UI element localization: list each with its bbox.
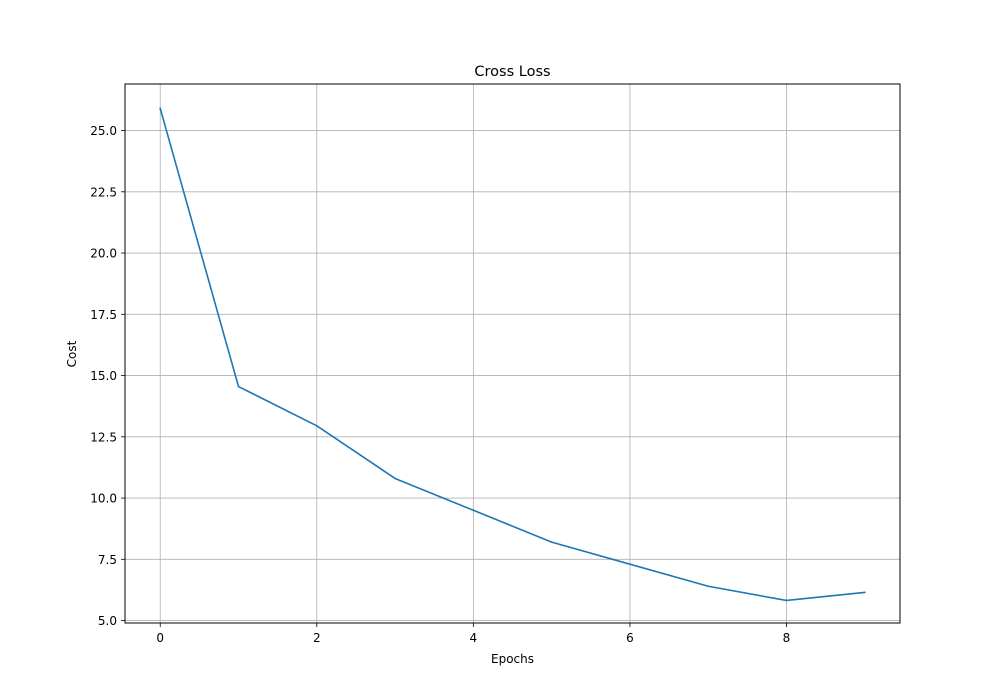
y-tick-label: 10.0 (90, 492, 117, 506)
data-point (159, 107, 162, 110)
plot-frame (124, 83, 901, 624)
data-point (707, 585, 710, 588)
data-point (472, 509, 475, 512)
y-tick-label: 7.5 (98, 553, 117, 567)
x-tick-label: 8 (783, 631, 791, 645)
grid-layer (125, 84, 900, 623)
x-tick-label: 0 (156, 631, 164, 645)
data-point (785, 599, 788, 602)
data-point (394, 477, 396, 480)
series-line (159, 107, 866, 602)
x-tick-label: 4 (470, 631, 478, 645)
y-axis: 5.0 7.5 10.0 12.5 15.0 17.5 20.0 22.5 25.0 (90, 124, 125, 628)
y-tick-label: 25.0 (90, 124, 117, 138)
y-tick-label: 15.0 (90, 369, 117, 383)
data-point (237, 385, 240, 388)
y-tick-label: 12.5 (90, 430, 117, 444)
data-point (863, 591, 866, 594)
x-tick-label: 6 (626, 631, 634, 645)
y-tick-label: 17.5 (90, 308, 117, 322)
data-point (550, 541, 553, 543)
chart-title: Cross Loss (474, 64, 550, 80)
y-tick-label: 22.5 (90, 185, 117, 199)
series-layer (159, 107, 866, 602)
y-tick-label: 5.0 (98, 614, 117, 628)
x-axis-label: Epochs (491, 652, 534, 666)
data-point (315, 424, 318, 427)
y-tick-label: 20.0 (90, 247, 117, 261)
data-point (629, 563, 631, 565)
x-axis: 0 2 4 6 8 (156, 623, 790, 645)
x-tick-label: 2 (313, 631, 321, 645)
y-axis-label: Cost (65, 340, 79, 367)
